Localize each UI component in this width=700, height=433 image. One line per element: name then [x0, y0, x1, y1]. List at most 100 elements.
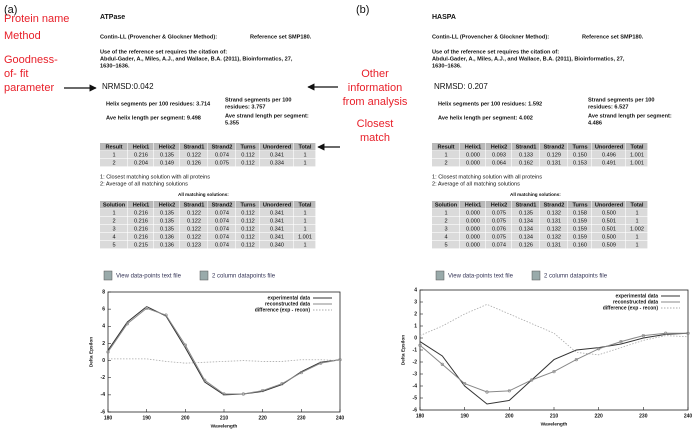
table-cell-text: 0.123 [187, 242, 201, 248]
table-header-text: Total [299, 144, 312, 150]
table-cell [568, 217, 592, 225]
table-cell-text: 1 [112, 152, 115, 158]
table-cell-text: 3 [112, 226, 115, 232]
file-link: View data-points text file [116, 274, 182, 280]
table-header-text: Strand1 [184, 144, 205, 150]
point [319, 361, 323, 365]
note: 2: Average of all matching solutions [100, 181, 188, 187]
file-link: 2 column datapoints file [212, 274, 276, 280]
table-cell [540, 151, 568, 159]
table-header-cell [568, 201, 592, 209]
table-cell [260, 225, 294, 233]
table-cell-text: 0.159 [573, 218, 587, 224]
x-tick-label: 240 [336, 415, 345, 421]
citation: Abdul-Gader, A., Miles, A.J., and Wallac… [100, 56, 293, 62]
table-cell-text: 0.134 [519, 226, 533, 232]
table-header-cell [592, 143, 626, 151]
table-cell-text: 0.216 [134, 218, 148, 224]
table-cell [568, 241, 592, 249]
table-cell-text: 0.500 [602, 234, 616, 240]
table-cell-text: 0.093 [492, 152, 506, 158]
series-line [419, 303, 689, 356]
panel-label: (a) [4, 4, 17, 16]
table-cell [540, 209, 568, 217]
table-cell-text: 0.000 [466, 152, 480, 158]
point [664, 331, 668, 335]
table-cell [626, 241, 648, 249]
annotation: parameter [4, 82, 54, 94]
table-header-text: Turns [240, 202, 255, 208]
table-header-cell [512, 143, 540, 151]
table-cell-text: 1 [444, 152, 447, 158]
note: 1: Closest matching solution with all pr… [100, 174, 210, 180]
table-cell-text: 0.000 [466, 218, 480, 224]
point [183, 343, 187, 347]
table-cell [592, 159, 626, 167]
table-cell [540, 225, 568, 233]
table-cell-text: 0.075 [492, 210, 506, 216]
table-header-text: Turns [572, 144, 587, 150]
table-cell-text: 0.112 [241, 218, 255, 224]
y-tick-label: 6 [102, 306, 105, 312]
table-cell [260, 151, 294, 159]
y-tick-label: -6 [101, 409, 106, 415]
reference-set: Reference set SMP180. [582, 34, 644, 40]
table-cell [260, 233, 294, 241]
table-cell [208, 217, 236, 225]
table-cell-text: 0.112 [241, 160, 255, 166]
point [261, 388, 265, 393]
table-cell-text: 2 [444, 218, 447, 224]
file-icon [103, 270, 113, 281]
table-header-cell [128, 143, 154, 151]
y-tick-label: -2 [101, 375, 106, 381]
file-icon [199, 270, 209, 281]
point [507, 389, 511, 393]
table-cell [180, 159, 208, 167]
table-cell [154, 159, 180, 167]
table-header-cell [236, 143, 260, 151]
table-cell [626, 225, 648, 233]
table-cell [626, 159, 648, 167]
table-cell [460, 209, 486, 217]
table-cell [128, 151, 154, 159]
table-cell [180, 209, 208, 217]
table-cell [294, 151, 316, 159]
table-cell-text: 0.122 [187, 226, 201, 232]
table-cell-text: 0.126 [519, 242, 533, 248]
table-cell-text: 0.122 [187, 210, 201, 216]
method: Contin-LL (Provencher & Glockner Method)… [100, 34, 217, 40]
table-cell-text: 0.126 [187, 160, 201, 166]
point [686, 331, 690, 335]
table-cell [512, 159, 540, 167]
strand-segments: Strand segments per 100 [588, 97, 655, 103]
table-cell-text: 2 [112, 218, 115, 224]
table-cell [180, 217, 208, 225]
table-header-cell [592, 201, 626, 209]
table-header-text: Helix1 [465, 144, 481, 150]
point [125, 322, 129, 326]
point [164, 313, 168, 317]
table-cell-text: 0.341 [270, 234, 284, 240]
matching-title: All matching solutions: [178, 192, 229, 197]
table-cell [568, 233, 592, 241]
table-cell-text: 0.136 [160, 234, 174, 240]
y-tick-label: -4 [413, 383, 418, 389]
table-cell-text: 1 [303, 152, 306, 158]
table-header-cell [540, 201, 568, 209]
table-cell [486, 151, 512, 159]
table-header-text: Strand2 [212, 202, 233, 208]
table-cell-text: 0.074 [492, 242, 506, 248]
table-cell [128, 209, 154, 217]
table-cell [432, 241, 460, 249]
table-header-text: Unordered [595, 144, 624, 150]
series-line [419, 332, 689, 405]
x-tick-label: 210 [550, 413, 559, 419]
table-cell-text: 2 [112, 160, 115, 166]
table-header-text: Strand1 [516, 144, 537, 150]
table-cell-text: 0.074 [215, 210, 229, 216]
reference-set: Reference set SMP180. [250, 34, 312, 40]
table-cell-text: 1 [635, 234, 638, 240]
annotation: Protein name [4, 13, 69, 25]
table-cell-text: 0.501 [602, 226, 616, 232]
